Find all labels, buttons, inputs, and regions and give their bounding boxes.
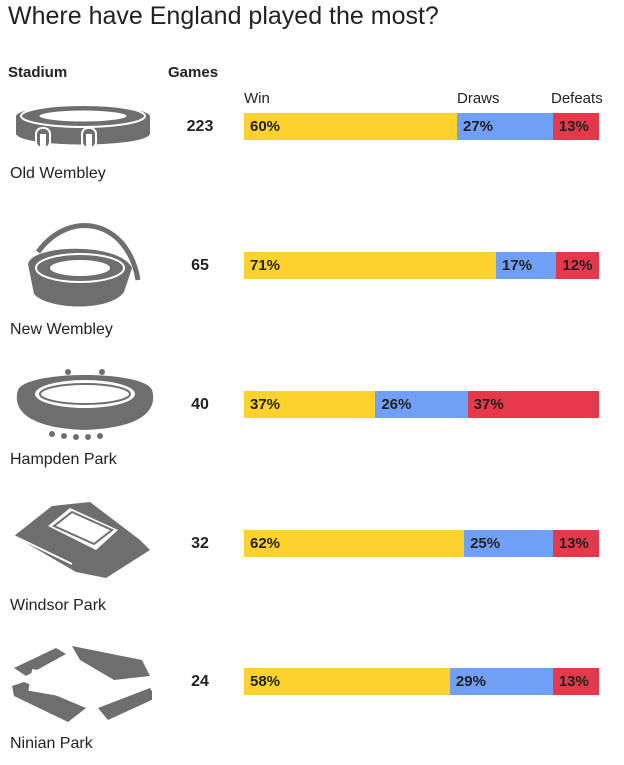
- bar-old-wembley: 60% 27% 13%: [244, 113, 599, 140]
- legend-defeats: Defeats: [551, 90, 603, 107]
- windsor-park-icon: [13, 502, 150, 578]
- bar-segment-draws: 25%: [464, 530, 553, 557]
- legend-win: Win: [244, 90, 270, 107]
- hampden-park-icon: [16, 369, 154, 440]
- bar-segment-draws: 26%: [375, 391, 468, 418]
- bar-segment-defeats: 37%: [467, 391, 599, 418]
- old-wembley-icon: [16, 104, 150, 149]
- games-count-ninian-park: 24: [191, 673, 209, 690]
- games-count-hampden-park: 40: [191, 396, 209, 413]
- bar-segment-win: 60%: [244, 113, 457, 140]
- bar-segment-defeats: 12%: [556, 252, 599, 279]
- games-count-new-wembley: 65: [191, 257, 209, 274]
- bar-segment-win: 62%: [244, 530, 465, 557]
- games-count-windsor-park: 32: [191, 535, 209, 552]
- stadium-name-windsor-park: Windsor Park: [10, 597, 107, 614]
- bar-segment-win: 71%: [244, 252, 497, 279]
- bar-segment-defeats: 13%: [552, 668, 599, 695]
- bar-segment-win: 37%: [244, 391, 376, 418]
- games-count-old-wembley: 223: [186, 118, 214, 135]
- bar-segment-draws: 29%: [449, 668, 553, 695]
- legend-draws: Draws: [457, 90, 500, 107]
- chart-title: Where have England played the most?: [8, 2, 439, 30]
- stadium-name-hampden-park: Hampden Park: [10, 451, 117, 468]
- bar-ninian-park: 58% 29% 13%: [244, 668, 599, 695]
- new-wembley-icon: [28, 223, 141, 307]
- stadium-name-new-wembley: New Wembley: [10, 321, 113, 338]
- bar-segment-defeats: 13%: [552, 113, 599, 140]
- stadium-name-ninian-park: Ninian Park: [10, 735, 93, 752]
- bar-new-wembley: 71% 17% 12%: [244, 252, 599, 279]
- games-column-header: Games: [168, 64, 219, 81]
- bar-segment-draws: 27%: [457, 113, 553, 140]
- bar-hampden-park: 37% 26% 37%: [244, 391, 599, 418]
- bar-segment-draws: 17%: [496, 252, 557, 279]
- bar-segment-defeats: 13%: [552, 530, 599, 557]
- stadium-name-old-wembley: Old Wembley: [10, 165, 106, 182]
- ninian-park-icon: [12, 646, 152, 722]
- stadium-column-header: Stadium: [8, 64, 68, 81]
- bar-windsor-park: 62% 25% 13%: [244, 530, 599, 557]
- bar-segment-win: 58%: [244, 668, 450, 695]
